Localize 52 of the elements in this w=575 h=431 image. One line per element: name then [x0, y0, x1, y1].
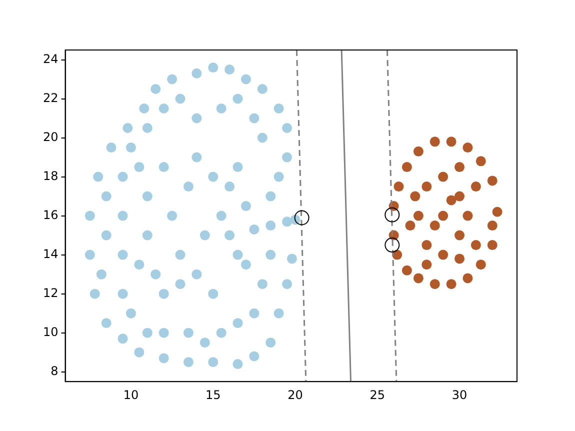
point — [492, 206, 502, 217]
point — [462, 273, 473, 284]
y-tick-label: 10 — [42, 324, 58, 339]
y-tick-label: 22 — [42, 90, 58, 105]
point — [462, 142, 473, 153]
point — [430, 279, 440, 290]
point — [454, 162, 465, 172]
point — [487, 240, 498, 250]
point — [454, 191, 465, 202]
point — [405, 220, 416, 231]
point — [413, 146, 424, 156]
point — [446, 195, 456, 206]
y-tick-label: 8 — [50, 364, 58, 378]
point — [402, 265, 412, 276]
x-tick-label: 20 — [288, 388, 303, 402]
point — [422, 260, 432, 270]
point — [394, 182, 404, 192]
y-tick-label: 14 — [42, 246, 58, 261]
point — [487, 176, 498, 186]
point — [384, 207, 400, 222]
point — [413, 210, 424, 221]
point — [476, 156, 486, 166]
point — [454, 254, 465, 264]
point — [446, 279, 456, 290]
point — [410, 191, 420, 202]
point — [462, 210, 473, 221]
x-tick-label: 25 — [370, 388, 386, 402]
point — [402, 162, 412, 172]
point — [422, 240, 432, 250]
point — [454, 230, 465, 240]
x-tick-label: 15 — [205, 388, 221, 402]
point — [470, 182, 481, 192]
point — [487, 220, 498, 231]
point — [476, 260, 486, 270]
point — [384, 238, 400, 253]
y-tick-label: 24 — [42, 52, 58, 66]
point — [430, 136, 440, 147]
y-tick-label: 18 — [42, 168, 58, 183]
x-tick-label: 10 — [123, 388, 139, 402]
point — [430, 220, 440, 231]
point — [413, 273, 424, 284]
point — [294, 210, 310, 226]
point — [446, 136, 456, 147]
point — [438, 250, 448, 260]
point — [438, 210, 448, 221]
point — [422, 182, 432, 192]
x-tick-label: 30 — [452, 388, 468, 402]
y-tick-label: 20 — [42, 130, 58, 144]
point — [438, 172, 448, 182]
y-tick-label: 16 — [42, 208, 58, 222]
point — [470, 240, 481, 250]
y-tick-label: 12 — [42, 286, 58, 300]
